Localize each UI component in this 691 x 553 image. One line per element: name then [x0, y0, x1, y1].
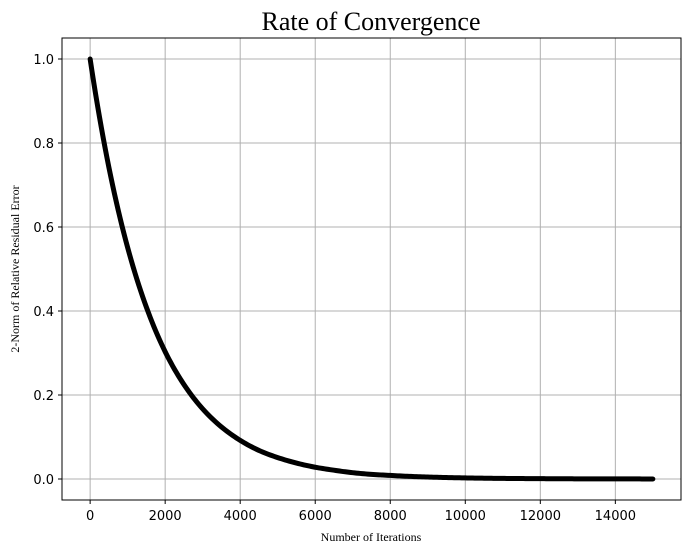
chart-title: Rate of Convergence: [262, 7, 481, 36]
x-tick-label: 12000: [520, 509, 561, 524]
x-tick-label: 2000: [149, 509, 182, 524]
x-tick-label: 0: [86, 509, 94, 524]
x-axis-ticks: 0 2000 4000 6000 8000 10000 12000 14000: [86, 500, 636, 524]
y-tick-label: 0.0: [33, 473, 54, 488]
x-tick-label: 8000: [374, 509, 407, 524]
x-axis-label: Number of Iterations: [321, 530, 422, 544]
y-tick-label: 0.8: [33, 137, 54, 152]
y-tick-label: 1.0: [33, 53, 54, 68]
x-tick-label: 4000: [224, 509, 257, 524]
x-tick-label: 6000: [299, 509, 332, 524]
grid-layer: [62, 38, 681, 500]
x-tick-label: 10000: [445, 509, 486, 524]
x-tick-label: 14000: [595, 509, 636, 524]
series-layer: [87, 56, 656, 482]
plot-area: [61, 37, 682, 501]
series-line: [87, 56, 656, 482]
y-axis-label: 2-Norm of Relative Residual Error: [8, 185, 22, 352]
plot-frame: [61, 37, 682, 501]
y-tick-label: 0.4: [33, 305, 54, 320]
y-tick-label: 0.6: [33, 221, 54, 236]
y-tick-label: 0.2: [33, 389, 54, 404]
y-axis-ticks: 0.0 0.2 0.4 0.6 0.8 1.0: [33, 53, 62, 488]
